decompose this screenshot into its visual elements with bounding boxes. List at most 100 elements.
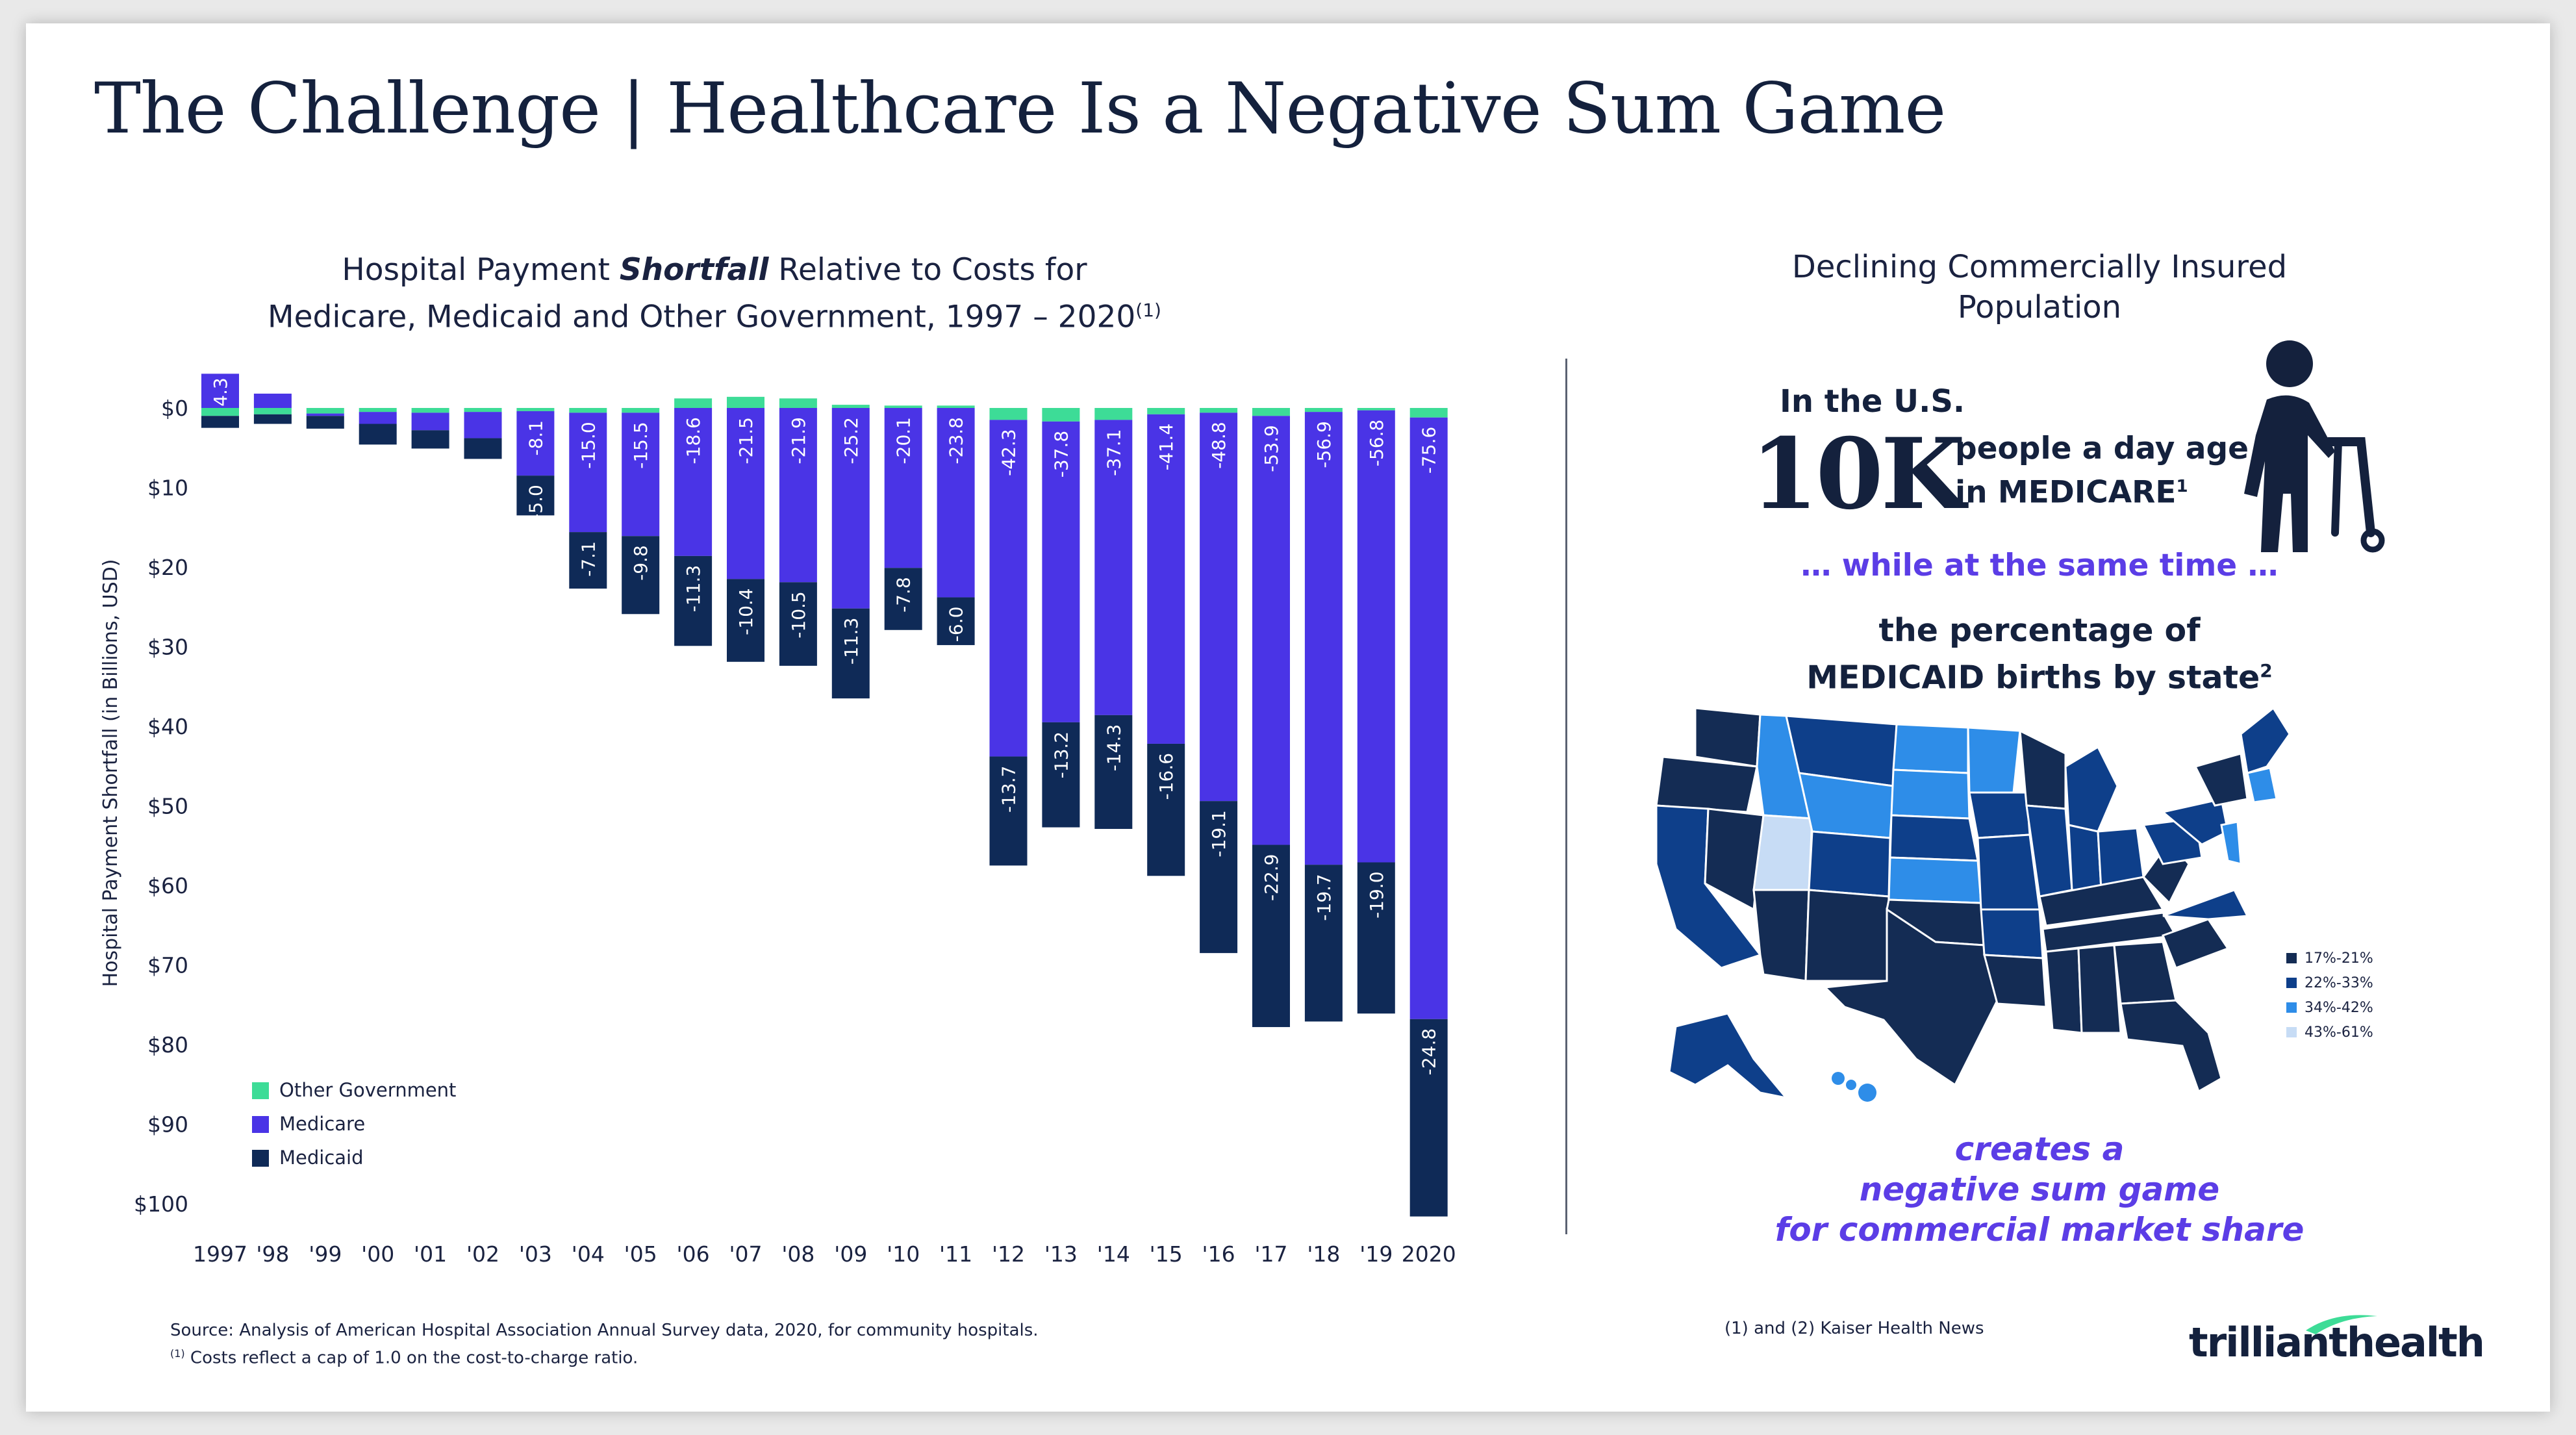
data-label-medicaid: -19.0 bbox=[1366, 871, 1387, 918]
data-label-medicaid: -19.7 bbox=[1313, 874, 1335, 921]
legend-label: Other Government bbox=[279, 1079, 456, 1101]
data-label-medicare: -56.9 bbox=[1313, 421, 1335, 468]
bar-medicare bbox=[1200, 413, 1238, 802]
map-legend-item: 43%-61% bbox=[2286, 1020, 2373, 1045]
bar-medicare bbox=[1094, 420, 1133, 715]
data-label-medicare: -75.6 bbox=[1419, 427, 1440, 474]
bar-medicare bbox=[622, 413, 660, 537]
in-us-text: In the U.S. bbox=[1780, 383, 1965, 420]
x-tick-label: '19 bbox=[1359, 1241, 1393, 1267]
bar-other-government bbox=[1357, 408, 1395, 411]
bar-medicaid bbox=[359, 424, 397, 445]
y-tick-label: $90 bbox=[147, 1112, 188, 1137]
bar-medicaid bbox=[1042, 722, 1080, 828]
data-label-medicaid: -11.3 bbox=[683, 565, 704, 612]
data-label-medicaid: -5.0 bbox=[525, 485, 546, 520]
map-legend-item: 22%-33% bbox=[2286, 971, 2373, 995]
creates-line3: for commercial market share bbox=[1774, 1211, 2305, 1249]
y-tick-label: $100 bbox=[134, 1191, 188, 1217]
data-label-medicare: -23.8 bbox=[946, 417, 967, 464]
bar-other-government bbox=[884, 405, 922, 408]
bar-other-government bbox=[727, 396, 764, 408]
y-tick-label: $70 bbox=[147, 953, 188, 978]
pct-footnote: 2 bbox=[2260, 660, 2273, 681]
data-label-medicaid: -7.1 bbox=[577, 541, 599, 577]
medicaid-births-text: the percentage of MEDICAID births by sta… bbox=[1747, 611, 2332, 698]
x-tick-label: '10 bbox=[887, 1241, 920, 1267]
chart-title-line2: Medicare, Medicaid and Other Government,… bbox=[268, 299, 1136, 335]
x-tick-label: '14 bbox=[1097, 1241, 1130, 1267]
people-line2: in MEDICARE bbox=[1955, 474, 2177, 511]
y-tick-label: $60 bbox=[147, 873, 188, 898]
legend-swatch bbox=[252, 1116, 269, 1133]
x-tick-label: '05 bbox=[624, 1241, 657, 1267]
bar-other-government bbox=[359, 408, 397, 413]
data-label-medicaid: -7.8 bbox=[893, 577, 915, 613]
bar-medicaid bbox=[831, 608, 870, 699]
data-label-medicaid: -9.8 bbox=[630, 545, 651, 581]
bar-other-government bbox=[1147, 408, 1185, 414]
bar-medicare bbox=[1252, 416, 1290, 845]
bar-medicare bbox=[1042, 421, 1080, 722]
bar-medicare bbox=[1357, 410, 1395, 863]
source-line1: Source: Analysis of American Hospital As… bbox=[170, 1321, 1039, 1340]
bar-medicare bbox=[306, 413, 344, 416]
bar-medicaid bbox=[306, 416, 344, 429]
legend-label: Medicaid bbox=[279, 1147, 364, 1169]
bar-medicare bbox=[1147, 414, 1185, 744]
bar-other-government bbox=[253, 408, 292, 414]
x-tick-label: '13 bbox=[1044, 1241, 1078, 1267]
bar-medicaid bbox=[253, 414, 292, 424]
y-tick-label: $20 bbox=[147, 555, 188, 580]
bar-medicaid bbox=[411, 430, 449, 449]
data-label-medicare: 4.3 bbox=[210, 377, 231, 407]
chart-title: Hospital Payment Shortfall Relative to C… bbox=[130, 250, 1299, 338]
bar-other-government bbox=[306, 408, 344, 414]
x-tick-label: '17 bbox=[1254, 1241, 1287, 1267]
bar-other-government bbox=[674, 398, 713, 408]
page-title: The Challenge | Healthcare Is a Negative… bbox=[94, 68, 1946, 149]
data-label-medicare: -18.6 bbox=[683, 417, 704, 464]
y-tick-label: $80 bbox=[147, 1032, 188, 1058]
bar-other-government bbox=[1304, 408, 1343, 413]
bar-medicare bbox=[201, 374, 239, 408]
bar-other-government bbox=[989, 408, 1028, 420]
bar-medicare bbox=[1304, 412, 1343, 865]
creates-negative-sum-text: creates a negative sum game for commerci… bbox=[1747, 1129, 2332, 1250]
bar-medicare bbox=[937, 408, 975, 598]
bar-other-government bbox=[1409, 408, 1448, 418]
bar-medicare bbox=[831, 408, 870, 609]
bar-medicare bbox=[516, 411, 555, 476]
data-label-medicaid: -24.8 bbox=[1419, 1028, 1440, 1075]
chart-title-emphasis: Shortfall bbox=[619, 252, 769, 288]
legend-swatch bbox=[252, 1150, 269, 1167]
bar-medicare bbox=[569, 413, 607, 533]
bar-medicaid bbox=[1094, 715, 1133, 830]
bar-medicaid bbox=[937, 597, 975, 646]
pct-line2: MEDICAID births by state bbox=[1806, 659, 2260, 696]
data-label-medicaid: -13.7 bbox=[998, 766, 1020, 813]
data-label-medicaid: -10.4 bbox=[735, 588, 757, 635]
map-legend-item: 17%-21% bbox=[2286, 946, 2373, 971]
bar-other-government bbox=[1094, 408, 1133, 420]
bar-medicaid bbox=[884, 568, 922, 630]
data-label-medicare: -53.9 bbox=[1261, 425, 1282, 472]
data-label-medicare: -41.4 bbox=[1155, 424, 1177, 470]
pct-line1: the percentage of bbox=[1878, 612, 2201, 649]
bar-other-government bbox=[622, 408, 660, 413]
x-tick-label: '07 bbox=[729, 1241, 762, 1267]
chart-title-line1-post: Relative to Costs for bbox=[768, 252, 1087, 288]
bar-medicaid bbox=[989, 756, 1028, 866]
bar-other-government bbox=[937, 405, 975, 408]
y-tick-label: $10 bbox=[147, 476, 188, 501]
y-tick-label: $50 bbox=[147, 794, 188, 819]
y-tick-label: $40 bbox=[147, 714, 188, 739]
bar-medicaid bbox=[464, 438, 502, 459]
bar-other-government bbox=[779, 398, 817, 408]
data-label-medicare: -48.8 bbox=[1208, 422, 1230, 468]
x-tick-label: '00 bbox=[361, 1241, 394, 1267]
x-tick-label: '03 bbox=[519, 1241, 552, 1267]
x-tick-label: '15 bbox=[1150, 1241, 1183, 1267]
data-label-medicaid: -10.5 bbox=[788, 591, 809, 638]
panel-divider bbox=[1565, 359, 1567, 1234]
